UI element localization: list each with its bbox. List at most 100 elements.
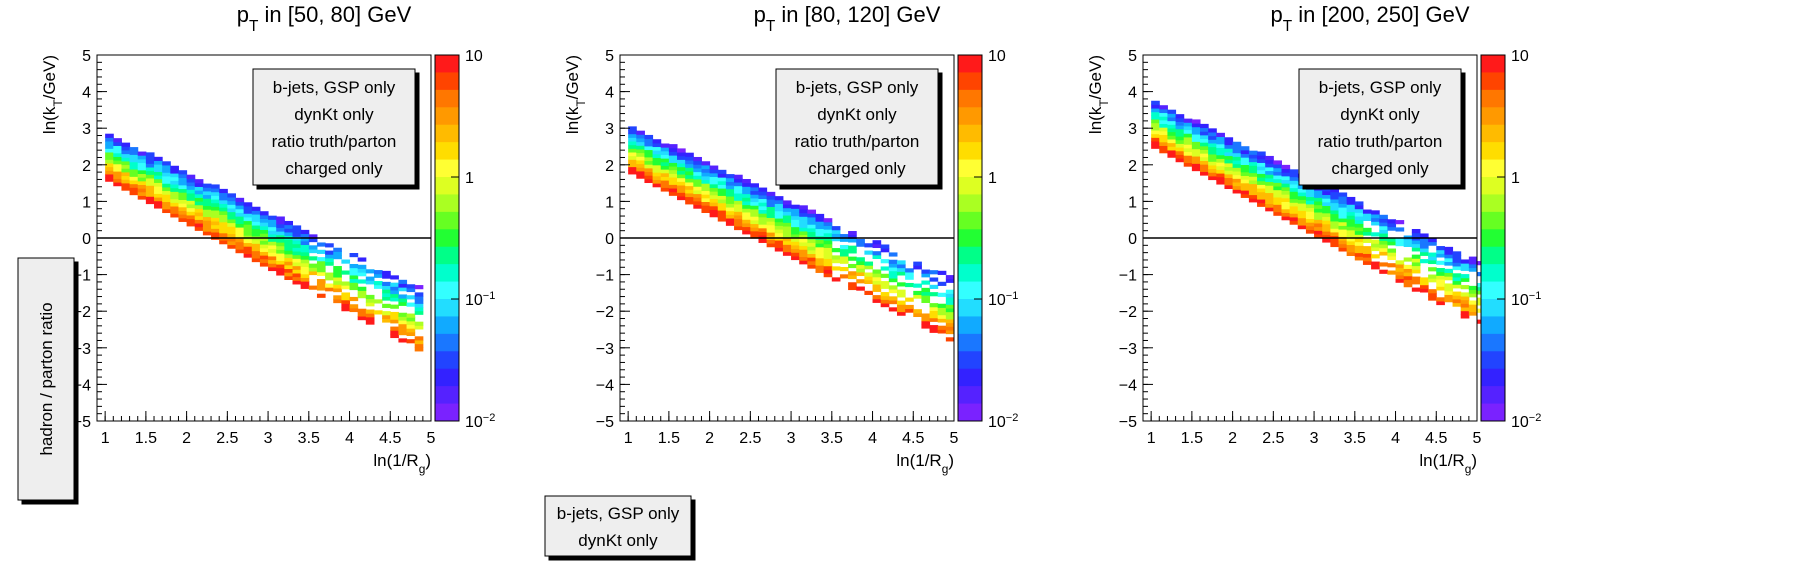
heatmap-cell: [929, 277, 939, 282]
heatmap-cell: [325, 250, 334, 255]
heatmap-cell: [831, 255, 841, 260]
heatmap-cell: [227, 233, 236, 238]
heatmap-cell: [750, 190, 759, 195]
x-tick-label: 1.5: [135, 430, 157, 447]
heatmap-cell: [1330, 198, 1340, 204]
heatmap-cell: [750, 205, 759, 210]
heatmap-cell: [235, 205, 245, 210]
heatmap-cell: [864, 261, 874, 266]
heatmap-cell: [750, 223, 759, 228]
heatmap-cell: [831, 233, 841, 238]
heatmap-cell: [815, 246, 825, 251]
heatmap-cell: [1346, 204, 1356, 209]
heatmap-cell: [636, 170, 645, 176]
heatmap-cell: [292, 251, 302, 256]
heatmap-cell: [750, 186, 759, 192]
heatmap-cell: [1460, 259, 1470, 264]
heatmap-cell: [1322, 187, 1331, 192]
heatmap-cell: [750, 230, 759, 236]
heatmap-cell: [1281, 186, 1291, 191]
heatmap-cell: [1419, 240, 1429, 245]
heatmap-cell: [1395, 267, 1405, 272]
y-tick-label: −5: [1119, 414, 1137, 431]
heatmap-cell: [1387, 270, 1397, 275]
heatmap-cell: [1330, 220, 1340, 226]
heatmap-cell: [137, 173, 147, 178]
heatmap-cell: [390, 289, 399, 295]
heatmap-cell: [644, 167, 654, 173]
heatmap-cell: [1167, 113, 1177, 118]
heatmap-cell: [1395, 260, 1405, 265]
heatmap-cell: [913, 312, 922, 318]
heatmap-cell: [888, 274, 898, 279]
heatmap-cell: [677, 148, 686, 153]
heatmap-cell: [1330, 188, 1340, 193]
heatmap-cell: [685, 189, 694, 194]
heatmap-cell: [799, 216, 808, 221]
heatmap-cell: [1281, 197, 1291, 202]
heatmap-cell: [268, 252, 277, 257]
heatmap-cell: [921, 295, 931, 300]
heatmap-cell: [644, 142, 654, 147]
heatmap-cell: [758, 191, 768, 196]
heatmap-cell: [1240, 186, 1250, 191]
heatmap-cell: [1232, 163, 1242, 168]
heatmap-cell: [349, 274, 359, 280]
heatmap-cell: [243, 231, 253, 236]
heatmap-cell: [268, 241, 277, 246]
heatmap-cell: [259, 218, 269, 223]
x-tick-label: 2.5: [1262, 430, 1284, 447]
heatmap-cell: [121, 160, 131, 166]
heatmap-cell: [864, 290, 874, 295]
heatmap-cell: [1151, 111, 1160, 116]
heatmap-cell: [219, 232, 228, 237]
heatmap-cell: [1208, 168, 1217, 173]
heatmap-cell: [1281, 205, 1291, 210]
info-box-line-1: b-jets, GSP only: [557, 504, 680, 523]
heatmap-cell: [1183, 118, 1193, 123]
heatmap-cell: [398, 323, 408, 328]
heatmap-cell: [1314, 190, 1323, 195]
heatmap-cell: [750, 197, 759, 203]
heatmap-cell: [1354, 248, 1364, 254]
x-tick-label: 3.5: [1344, 430, 1366, 447]
heatmap-cell: [913, 294, 922, 299]
heatmap-cell: [717, 213, 727, 218]
heatmap-cell: [1452, 273, 1462, 278]
y-tick-label: 0: [605, 231, 614, 248]
x-tick-label: 4: [868, 430, 877, 447]
heatmap-cell: [276, 260, 285, 265]
heatmap-cell: [325, 283, 334, 288]
heatmap-cell: [725, 207, 735, 212]
heatmap-cell: [1216, 173, 1225, 178]
heatmap-cell: [194, 223, 204, 228]
heatmap-cell: [1175, 114, 1185, 119]
heatmap-cell: [652, 183, 662, 188]
heatmap-cell: [1314, 193, 1323, 198]
color-scale-step: [435, 264, 459, 283]
heatmap-cell: [815, 257, 825, 262]
heatmap-cell: [284, 242, 294, 248]
heatmap-cell: [1322, 234, 1331, 239]
heatmap-cell: [1436, 278, 1445, 284]
color-scale-frame: [957, 54, 983, 422]
heatmap-cell: [259, 222, 269, 227]
heatmap-cell: [1200, 149, 1209, 154]
heatmap-cell: [644, 178, 654, 184]
heatmap-cell: [1208, 164, 1217, 170]
heatmap-cell: [872, 240, 882, 245]
heatmap-cell: [1240, 190, 1250, 195]
heatmap-cell: [799, 241, 808, 247]
heatmap-cell: [186, 196, 196, 201]
heatmap-cell: [791, 244, 800, 250]
heatmap-cell: [341, 303, 351, 308]
heatmap-cell: [1346, 222, 1356, 227]
heatmap-cell: [316, 264, 326, 269]
heatmap-cell: [1305, 214, 1315, 220]
heatmap-cell: [1257, 169, 1266, 174]
heatmap-cell: [848, 274, 857, 280]
heatmap-cell: [1322, 223, 1331, 228]
heatmap-cell: [276, 227, 285, 232]
heatmap-cell: [1248, 176, 1258, 181]
heatmap-cell: [815, 228, 825, 233]
